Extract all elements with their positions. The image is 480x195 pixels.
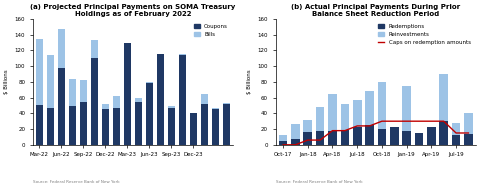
Bar bbox=[279, 141, 288, 145]
Text: Source: Federal Reserve Bank of New York: Source: Federal Reserve Bank of New York bbox=[276, 180, 362, 183]
Title: (a) Projected Principal Payments on SOMA Treasury
Holdings as of February 2022: (a) Projected Principal Payments on SOMA… bbox=[30, 4, 236, 17]
Caps on redemption amounts bbox=[404, 120, 409, 122]
Text: Source: Federal Reserve Bank of New York: Source: Federal Reserve Bank of New York bbox=[33, 180, 120, 183]
Bar bbox=[36, 105, 43, 145]
Bar bbox=[378, 82, 386, 129]
Bar bbox=[353, 127, 361, 145]
Caps on redemption amounts bbox=[441, 120, 446, 122]
Bar bbox=[80, 102, 87, 145]
Bar bbox=[47, 108, 54, 145]
Caps on redemption amounts bbox=[305, 139, 311, 141]
Caps on redemption amounts bbox=[466, 132, 471, 134]
Bar bbox=[464, 134, 473, 145]
Bar bbox=[291, 139, 300, 145]
Bar bbox=[179, 54, 186, 55]
Bar bbox=[464, 113, 473, 134]
Caps on redemption amounts bbox=[280, 144, 286, 146]
Bar bbox=[179, 55, 186, 145]
Bar bbox=[402, 86, 411, 131]
Bar bbox=[145, 82, 153, 83]
Bar bbox=[168, 106, 175, 108]
Bar bbox=[223, 103, 230, 104]
Bar bbox=[156, 54, 164, 145]
Bar bbox=[58, 29, 65, 68]
Bar bbox=[316, 131, 324, 145]
Bar bbox=[91, 40, 98, 58]
Caps on redemption amounts bbox=[416, 120, 422, 122]
Caps on redemption amounts bbox=[391, 120, 397, 122]
Bar bbox=[340, 104, 349, 130]
Bar bbox=[201, 104, 208, 145]
Bar bbox=[415, 133, 423, 145]
Line: Caps on redemption amounts: Caps on redemption amounts bbox=[283, 121, 468, 145]
Title: (b) Actual Principal Payments During Prior
Balance Sheet Reduction Period: (b) Actual Principal Payments During Pri… bbox=[291, 4, 460, 17]
Bar bbox=[279, 135, 288, 141]
Bar bbox=[102, 104, 109, 109]
Bar bbox=[223, 104, 230, 145]
Caps on redemption amounts bbox=[429, 120, 434, 122]
Caps on redemption amounts bbox=[354, 125, 360, 127]
Legend: Coupons, Bills: Coupons, Bills bbox=[192, 22, 230, 39]
Bar bbox=[328, 131, 337, 145]
Caps on redemption amounts bbox=[367, 125, 372, 127]
Caps on redemption amounts bbox=[342, 129, 348, 132]
Bar bbox=[134, 98, 142, 102]
Bar bbox=[390, 128, 398, 145]
Caps on redemption amounts bbox=[317, 139, 323, 141]
Bar bbox=[134, 102, 142, 145]
Bar bbox=[212, 108, 219, 109]
Bar bbox=[58, 68, 65, 145]
Bar bbox=[145, 83, 153, 145]
Bar bbox=[91, 58, 98, 145]
Bar bbox=[316, 107, 324, 131]
Bar bbox=[124, 43, 132, 145]
Y-axis label: $ Billions: $ Billions bbox=[4, 70, 9, 94]
Bar bbox=[452, 135, 460, 145]
Bar bbox=[212, 109, 219, 145]
Caps on redemption amounts bbox=[453, 132, 459, 134]
Bar bbox=[439, 74, 448, 121]
Bar bbox=[402, 131, 411, 145]
Bar bbox=[69, 79, 76, 106]
Bar bbox=[201, 94, 208, 104]
Bar bbox=[427, 128, 436, 145]
Bar bbox=[328, 94, 337, 131]
Legend: Redemptions, Reinvestments, Caps on redemption amounts: Redemptions, Reinvestments, Caps on rede… bbox=[375, 22, 473, 47]
Bar bbox=[452, 123, 460, 135]
Bar bbox=[365, 125, 374, 145]
Bar bbox=[69, 106, 76, 145]
Bar bbox=[80, 80, 87, 102]
Bar bbox=[47, 55, 54, 108]
Caps on redemption amounts bbox=[292, 144, 298, 146]
Bar bbox=[427, 127, 436, 128]
Bar bbox=[190, 113, 197, 145]
Bar bbox=[340, 130, 349, 145]
Y-axis label: $ Billions: $ Billions bbox=[247, 70, 252, 94]
Bar bbox=[365, 90, 374, 125]
Bar bbox=[168, 108, 175, 145]
Bar bbox=[303, 120, 312, 132]
Bar bbox=[439, 121, 448, 145]
Caps on redemption amounts bbox=[330, 129, 336, 132]
Bar bbox=[303, 132, 312, 145]
Bar bbox=[378, 129, 386, 145]
Bar bbox=[353, 100, 361, 127]
Bar bbox=[102, 109, 109, 145]
Caps on redemption amounts bbox=[379, 120, 385, 122]
Bar bbox=[113, 96, 120, 108]
Bar bbox=[113, 108, 120, 145]
Bar bbox=[291, 124, 300, 139]
Bar bbox=[36, 39, 43, 105]
